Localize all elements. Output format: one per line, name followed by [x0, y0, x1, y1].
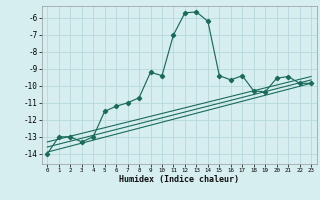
X-axis label: Humidex (Indice chaleur): Humidex (Indice chaleur): [119, 175, 239, 184]
